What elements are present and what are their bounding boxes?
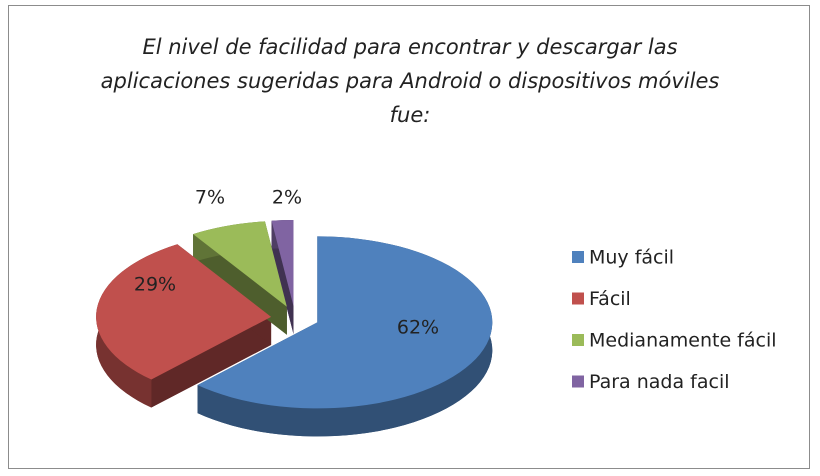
legend-label: Muy fácil — [589, 247, 674, 269]
slice-side — [193, 234, 287, 335]
legend-swatch — [572, 334, 584, 346]
legend-swatch — [572, 375, 584, 388]
data-label: 7% — [195, 187, 225, 209]
slice-side — [271, 220, 294, 335]
data-label: 2% — [272, 187, 302, 209]
data-label: 29% — [134, 274, 176, 296]
slice — [193, 221, 287, 307]
chart-frame — [8, 5, 810, 469]
legend-swatch — [572, 251, 584, 263]
slice-side — [197, 236, 493, 437]
legend-label: Para nada facil — [589, 371, 730, 393]
slice — [271, 220, 294, 307]
slice-side — [151, 316, 272, 408]
slice — [197, 236, 493, 409]
slice — [96, 244, 272, 380]
chart-title: El nivel de facilidad para encontrar y d… — [100, 35, 720, 127]
legend-label: Medianamente fácil — [589, 330, 777, 352]
legend-swatch — [572, 292, 584, 305]
legend-label: Fácil — [589, 288, 631, 310]
data-label: 62% — [397, 317, 439, 339]
